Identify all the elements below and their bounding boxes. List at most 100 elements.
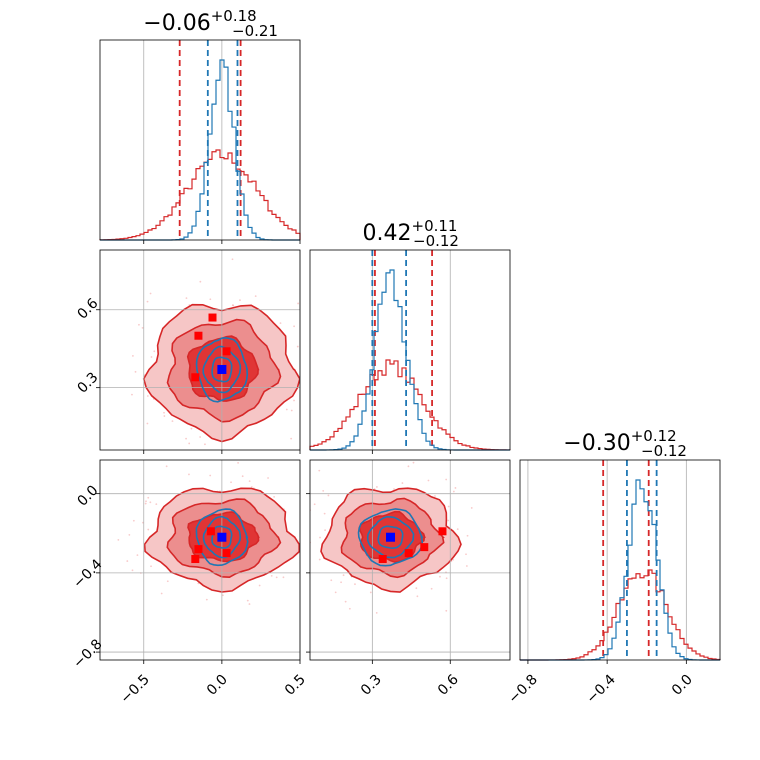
sample-dot <box>333 508 335 510</box>
sample-dot <box>221 594 224 597</box>
sample-dot <box>117 538 120 541</box>
sample-dot <box>270 574 273 577</box>
sample-dot <box>434 495 436 497</box>
sample-dot <box>465 553 467 556</box>
sample-dot <box>241 475 244 478</box>
sample-dot <box>447 505 450 508</box>
sample-dot <box>412 461 415 464</box>
sample-dot <box>465 565 468 567</box>
title-param-1-sub: −0.12 <box>413 232 459 250</box>
sample-dot <box>185 297 188 300</box>
sample-dot <box>470 507 473 509</box>
sample-marker-1-2-1 <box>420 543 429 552</box>
sample-dot <box>454 487 457 489</box>
sample-dot <box>132 519 135 522</box>
sample-marker-0-1-3 <box>191 373 200 382</box>
sample-dot <box>146 300 149 303</box>
xtick-label-p0-1: 0.0 <box>204 672 231 699</box>
sample-dot <box>52 456 54 458</box>
sample-dot <box>209 298 212 301</box>
xtick-label-p2-1: −0.4 <box>584 672 619 707</box>
sample-dot <box>445 577 448 580</box>
sample-dot <box>375 486 378 488</box>
sample-dot <box>131 355 134 357</box>
sample-dot <box>199 280 202 283</box>
sample-dot <box>150 356 153 358</box>
sample-dot <box>267 477 269 479</box>
title-param-2: −0.30+0.12 <box>563 427 676 456</box>
sample-dot <box>147 528 150 531</box>
sample-dot <box>323 512 326 515</box>
sample-dot <box>246 599 249 602</box>
sample-dot <box>199 436 202 438</box>
ytick-label-p2-2: 0.0 <box>74 482 101 509</box>
sample-dot <box>445 478 448 481</box>
sample-dot <box>312 582 314 584</box>
sample-dot <box>322 489 325 492</box>
sample-dot <box>166 580 169 583</box>
sample-dot <box>407 465 410 468</box>
blue-contour-1-2-0 <box>357 508 424 567</box>
sample-dot <box>302 592 304 594</box>
sample-dot <box>416 595 419 598</box>
sample-dot <box>318 469 321 472</box>
sample-dot <box>285 408 288 411</box>
sample-dot <box>415 587 418 590</box>
sample-dot <box>290 454 292 456</box>
blue-contour-0-1-2 <box>211 356 233 383</box>
sample-dot <box>296 345 299 348</box>
axes-frame-1-2 <box>309 459 511 661</box>
sample-marker-0-1-1 <box>194 331 203 340</box>
sample-dot <box>293 325 295 328</box>
sample-dot <box>95 513 97 515</box>
sample-dot <box>290 437 293 440</box>
sample-dot <box>230 481 232 484</box>
hist-p1-s1 <box>310 269 510 451</box>
sample-dot <box>209 474 212 477</box>
sample-dot <box>447 519 450 522</box>
sample-dot <box>340 581 342 584</box>
sample-dot <box>190 427 193 430</box>
xtick-label-p1-1: 0.6 <box>435 672 462 699</box>
sample-dot <box>198 463 200 465</box>
sample-dot <box>427 479 430 482</box>
sample-dot <box>248 603 251 605</box>
sample-dot <box>248 480 251 483</box>
axes-frame-0-1 <box>99 249 301 451</box>
sample-dot <box>247 455 249 457</box>
hist-p2-s1 <box>520 479 720 661</box>
sample-dot <box>239 299 241 302</box>
sample-dot <box>165 465 168 468</box>
sample-dot <box>466 534 469 537</box>
sample-dot <box>147 496 150 499</box>
sample-dot <box>254 295 257 298</box>
sample-dot <box>344 600 347 603</box>
sample-dot <box>293 399 295 402</box>
title-param-0-sub: −0.21 <box>232 22 278 40</box>
sample-dot <box>334 591 337 594</box>
sample-dot <box>327 494 330 497</box>
sample-dot <box>146 395 149 397</box>
axes-frame-0-0 <box>99 39 301 241</box>
sample-dot <box>348 607 351 610</box>
sample-dot <box>319 536 321 539</box>
sample-dot <box>188 442 191 445</box>
sample-marker-0-2-3 <box>191 555 200 564</box>
sample-dot <box>265 451 267 453</box>
sample-dot <box>197 582 200 585</box>
sample-dot <box>452 490 455 493</box>
hist-p0-s0 <box>99 149 301 241</box>
sample-dot <box>141 326 144 329</box>
sample-dot <box>430 587 433 590</box>
sample-dot <box>171 420 174 423</box>
ytick-label-p2-1: −0.4 <box>70 556 105 591</box>
sample-dot <box>194 457 196 459</box>
sample-dot <box>275 576 278 579</box>
sample-dot <box>369 591 372 594</box>
sample-marker-0-1-2 <box>222 347 231 356</box>
sample-dot <box>146 422 149 425</box>
sample-dot <box>160 592 163 595</box>
sample-dot <box>163 411 165 414</box>
axes-frame-1-1 <box>309 249 511 451</box>
